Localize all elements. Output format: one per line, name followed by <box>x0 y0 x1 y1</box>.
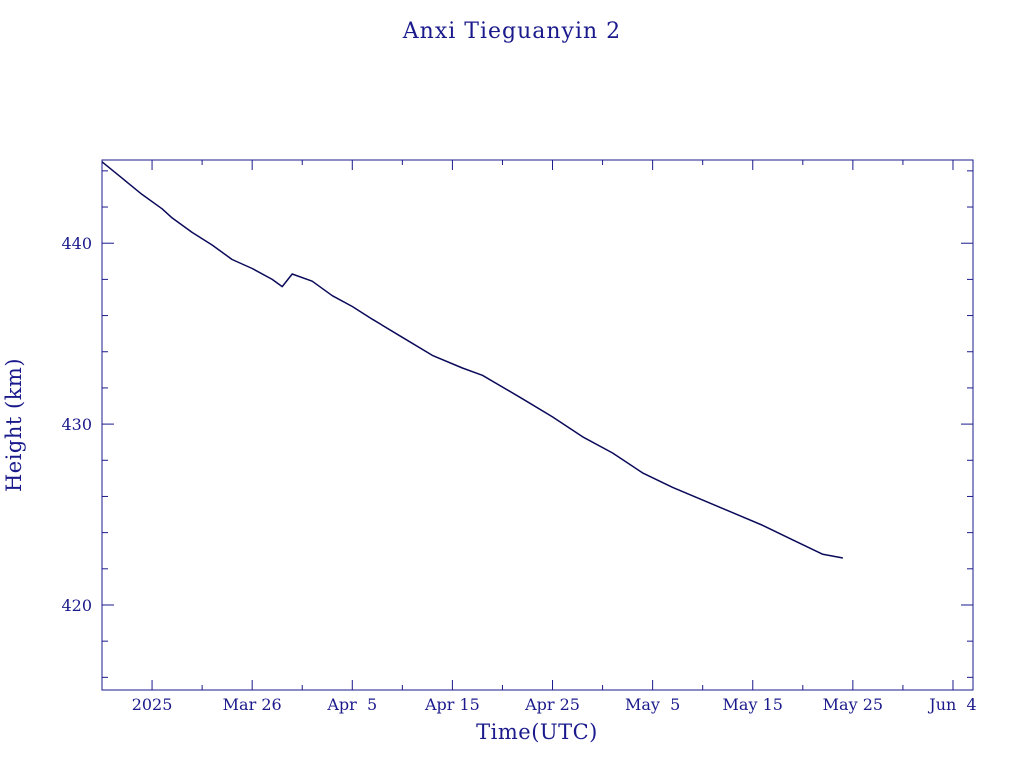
chart-title: Anxi Tieguanyin 2 <box>402 19 621 44</box>
plot-frame <box>101 159 974 691</box>
x-tick-label: 2025 <box>132 695 173 714</box>
x-tick-label: Apr 15 <box>424 695 480 714</box>
plot-area <box>101 159 974 691</box>
y-tick-labels: 420 430 440 <box>61 234 92 615</box>
x-tick-label: May 5 <box>625 695 680 714</box>
x-tick-label: May 25 <box>823 695 883 714</box>
x-axis-title: Time(UTC) <box>476 720 598 744</box>
y-tick-label: 420 <box>61 596 92 615</box>
y-tick-label: 430 <box>61 415 92 434</box>
x-tick-label: Apr 25 <box>524 695 580 714</box>
height-series-line <box>101 161 844 559</box>
y-axis-title: Height (km) <box>2 358 26 492</box>
y-tick-label: 440 <box>61 234 92 253</box>
x-tick-label: Jun 4 <box>927 695 976 714</box>
axis-ticks <box>101 160 973 690</box>
x-tick-labels: 2025 Mar 26 Apr 5 Apr 15 Apr 25 May 5 May 15 Ma… <box>132 695 977 714</box>
x-tick-label: Apr 5 <box>326 695 377 714</box>
x-tick-label: May 15 <box>723 695 783 714</box>
x-tick-label: Mar 26 <box>223 695 282 714</box>
